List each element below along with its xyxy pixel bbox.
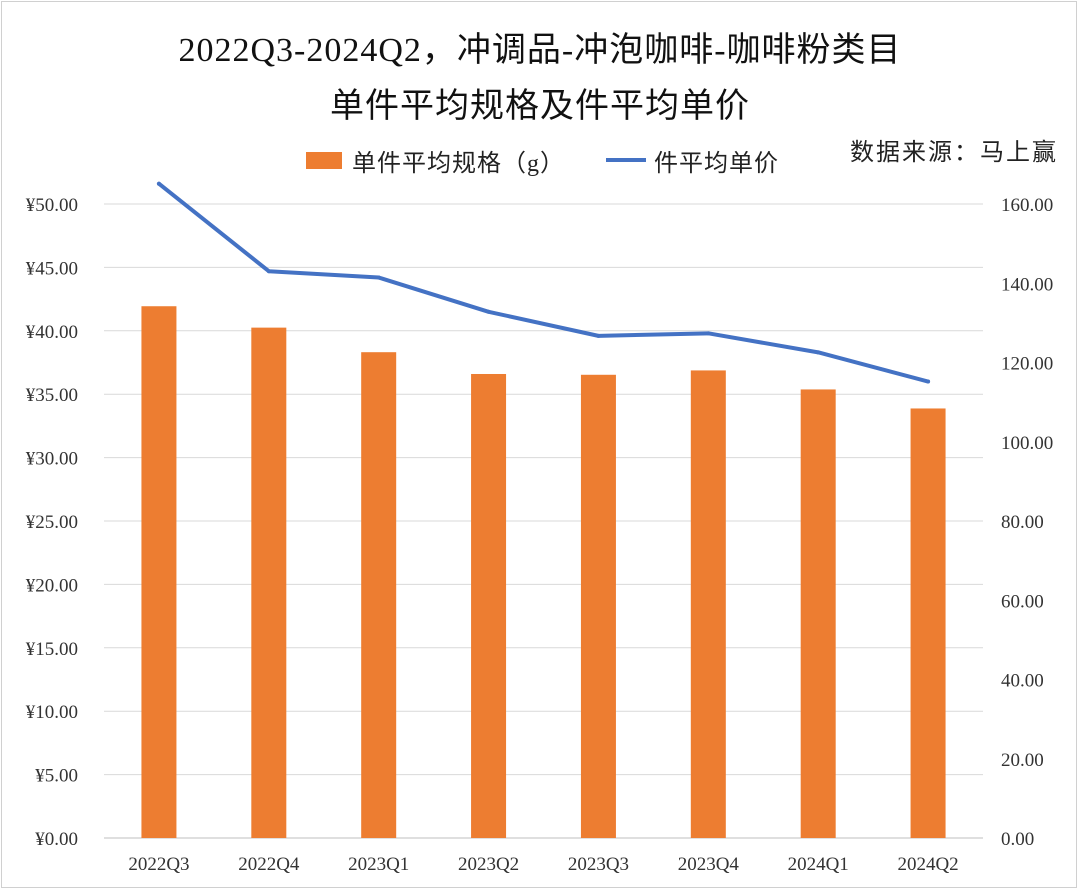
y-left-tick-label: ¥25.00 — [26, 512, 78, 533]
legend-item-line: 件平均单价 — [606, 144, 779, 177]
legend-bar-label: 单件平均规格（g） — [352, 150, 565, 177]
y-right-tick-label: 40.00 — [1001, 671, 1044, 692]
price-point-2022Q3 — [156, 181, 161, 186]
y-left-tick-label: ¥50.00 — [26, 195, 78, 216]
legend-bar-swatch — [306, 151, 342, 169]
data-source-note: 数据来源：马上赢 — [850, 140, 1058, 166]
price-point-2023Q1 — [376, 275, 381, 280]
y-left-tick-label: ¥40.00 — [26, 322, 78, 343]
x-tick-label: 2024Q2 — [897, 854, 958, 875]
y-left-tick-label: ¥30.00 — [26, 449, 78, 470]
x-tick-label: 2023Q3 — [568, 854, 629, 875]
y-right-tick-label: 60.00 — [1001, 591, 1044, 612]
x-tick-label: 2023Q1 — [348, 854, 409, 875]
y-left-tick-label: ¥20.00 — [26, 575, 78, 596]
y-right-tick-label: 20.00 — [1001, 750, 1044, 771]
legend-line-label: 件平均单价 — [654, 150, 779, 177]
y-right-tick-label: 100.00 — [1001, 433, 1053, 454]
x-tick-label: 2022Q4 — [238, 854, 300, 875]
chart-title-line1: 2022Q3-2024Q2，冲调品-冲泡咖啡-咖啡粉类目 — [178, 32, 902, 69]
y-left-tick-label: ¥10.00 — [26, 702, 78, 723]
bar-2023Q2 — [471, 373, 507, 838]
legend-line-swatch — [606, 158, 646, 162]
legend-item-bar: 单件平均规格（g） — [306, 144, 565, 177]
x-tick-label: 2024Q1 — [788, 854, 849, 875]
x-tick-label: 2023Q2 — [458, 854, 519, 875]
y-left-tick-label: ¥0.00 — [35, 829, 78, 850]
x-tick-label: 2023Q4 — [678, 854, 740, 875]
price-point-2023Q2 — [486, 309, 491, 314]
price-point-2023Q4 — [706, 331, 711, 336]
chart-title-line2: 单件平均规格及件平均单价 — [330, 88, 750, 125]
y-right-tick-label: 160.00 — [1001, 195, 1053, 216]
price-point-2024Q2 — [926, 379, 931, 384]
bar-2024Q2 — [910, 408, 946, 838]
bar-2024Q1 — [800, 389, 836, 838]
bar-2023Q1 — [361, 352, 397, 838]
bar-2023Q3 — [580, 374, 616, 838]
y-right-tick-label: 0.00 — [1001, 829, 1034, 850]
price-point-2024Q1 — [816, 350, 821, 355]
price-line — [156, 181, 931, 384]
y-left-tick-label: ¥35.00 — [26, 385, 78, 406]
x-tick-label: 2022Q3 — [128, 854, 189, 875]
price-point-2022Q4 — [266, 269, 271, 274]
bar-2022Q3 — [141, 306, 177, 838]
y-left-tick-label: ¥15.00 — [26, 639, 78, 660]
bar-2023Q4 — [690, 370, 726, 838]
y-right-tick-label: 80.00 — [1001, 512, 1044, 533]
y-left-tick-label: ¥45.00 — [26, 258, 78, 279]
price-point-2023Q3 — [596, 333, 601, 338]
bar-2022Q4 — [251, 327, 287, 838]
y-right-tick-label: 120.00 — [1001, 354, 1053, 375]
y-left-tick-label: ¥5.00 — [35, 766, 78, 787]
y-right-tick-label: 140.00 — [1001, 274, 1053, 295]
